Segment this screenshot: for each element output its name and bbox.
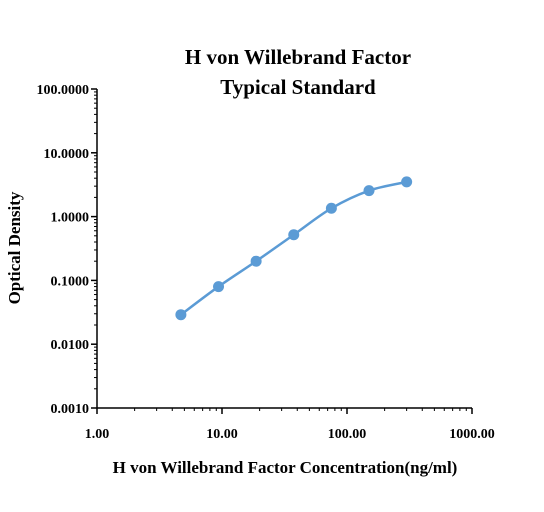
data-point (325, 202, 337, 214)
data-point (363, 185, 375, 197)
y-tick-label: 0.1000 (51, 274, 90, 289)
data-point (250, 255, 262, 267)
y-tick-label: 0.0100 (51, 338, 90, 353)
series-line (180, 180, 407, 316)
data-point (401, 176, 413, 188)
x-tick-label: 1000.00 (449, 427, 495, 442)
data-point (288, 229, 300, 241)
chart-title: H von Willebrand Factor Typical Standard (185, 45, 411, 99)
x-tick-label: 10.00 (206, 427, 238, 442)
y-tick-label: 1.0000 (51, 211, 90, 226)
data-point (175, 309, 187, 321)
axes: 0.0010 0.0100 0.1000 1.0000 10.0000 100.0000 1… (37, 83, 495, 442)
data-point (213, 281, 225, 293)
chart-title-line-2: Typical Standard (220, 75, 376, 99)
y-tick-label: 10.0000 (44, 147, 90, 162)
chart-title-line-1: H von Willebrand Factor (185, 45, 411, 69)
series-group (175, 176, 413, 321)
x-tick-label: 100.00 (328, 427, 367, 442)
x-tick-label: 1.00 (85, 427, 110, 442)
y-tick-label: 100.0000 (37, 83, 90, 98)
y-tick-label: 0.0010 (51, 402, 90, 417)
y-axis-title: Optical Density (5, 191, 24, 304)
x-axis-title: H von Willebrand Factor Concentration(ng… (113, 458, 458, 477)
